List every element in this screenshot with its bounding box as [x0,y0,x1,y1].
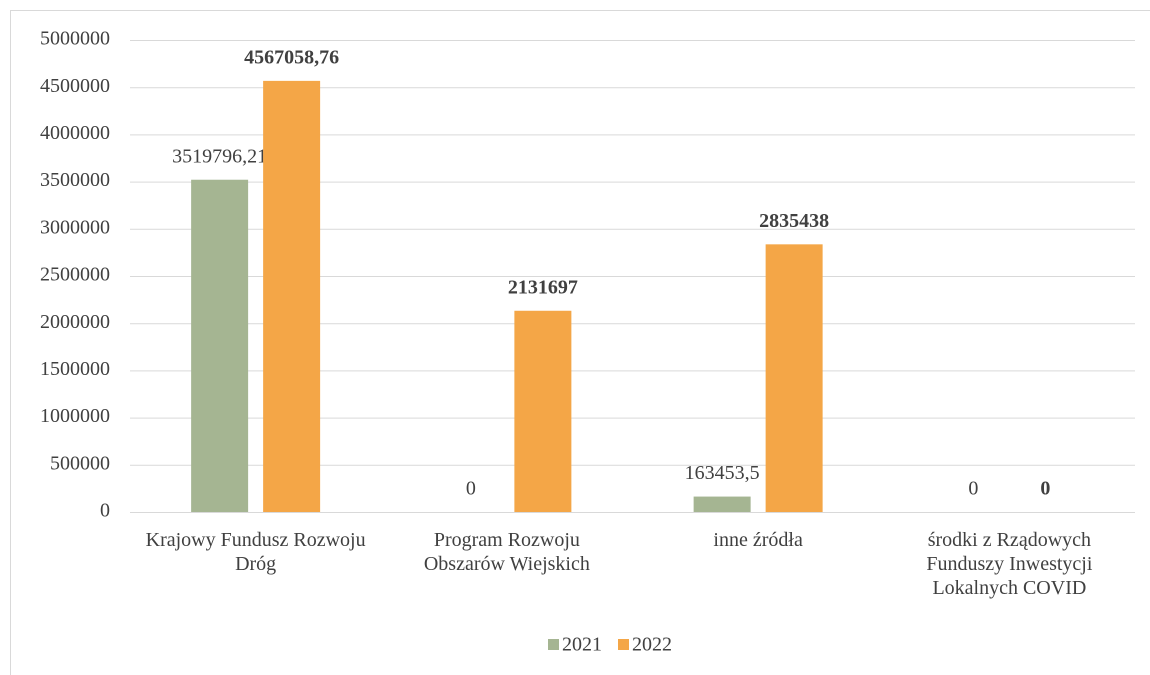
y-tick-label: 2000000 [40,311,110,333]
chart-frame [10,10,1150,675]
x-tick-label: inne źródła [713,529,803,551]
y-tick-label: 5000000 [40,28,110,50]
data-label: 2835438 [759,210,829,232]
y-tick-label: 4000000 [40,122,110,144]
bar [514,310,572,512]
legend-swatch [548,639,559,650]
bar [263,80,321,512]
bar [765,244,823,512]
bar [693,496,751,512]
data-label: 163453,5 [685,462,760,484]
legend-label: 2022 [632,634,672,656]
data-label: 0 [1040,478,1050,500]
y-tick-label: 1500000 [40,358,110,380]
x-tick-label: Krajowy Fundusz Rozwoju Dróg [145,529,366,575]
x-tick-label: środki z Rządowych Funduszy Inwestycji L… [926,529,1093,599]
data-label: 2131697 [508,276,578,298]
data-label: 0 [968,478,978,500]
bar [191,179,249,512]
y-tick-label: 3500000 [40,169,110,191]
y-tick-label: 3000000 [40,216,110,238]
y-tick-label: 1000000 [40,405,110,427]
data-label: 3519796,21 [172,145,267,167]
y-tick-label: 4500000 [40,75,110,97]
x-tick-label: Program Rozwoju Obszarów Wiejskich [423,529,590,575]
legend-swatch [618,639,629,650]
data-label: 4567058,76 [244,46,339,68]
legend-label: 2021 [562,634,602,656]
y-tick-label: 2500000 [40,264,110,286]
data-label: 0 [466,478,476,500]
y-tick-label: 0 [100,500,110,522]
y-tick-label: 500000 [50,452,110,474]
